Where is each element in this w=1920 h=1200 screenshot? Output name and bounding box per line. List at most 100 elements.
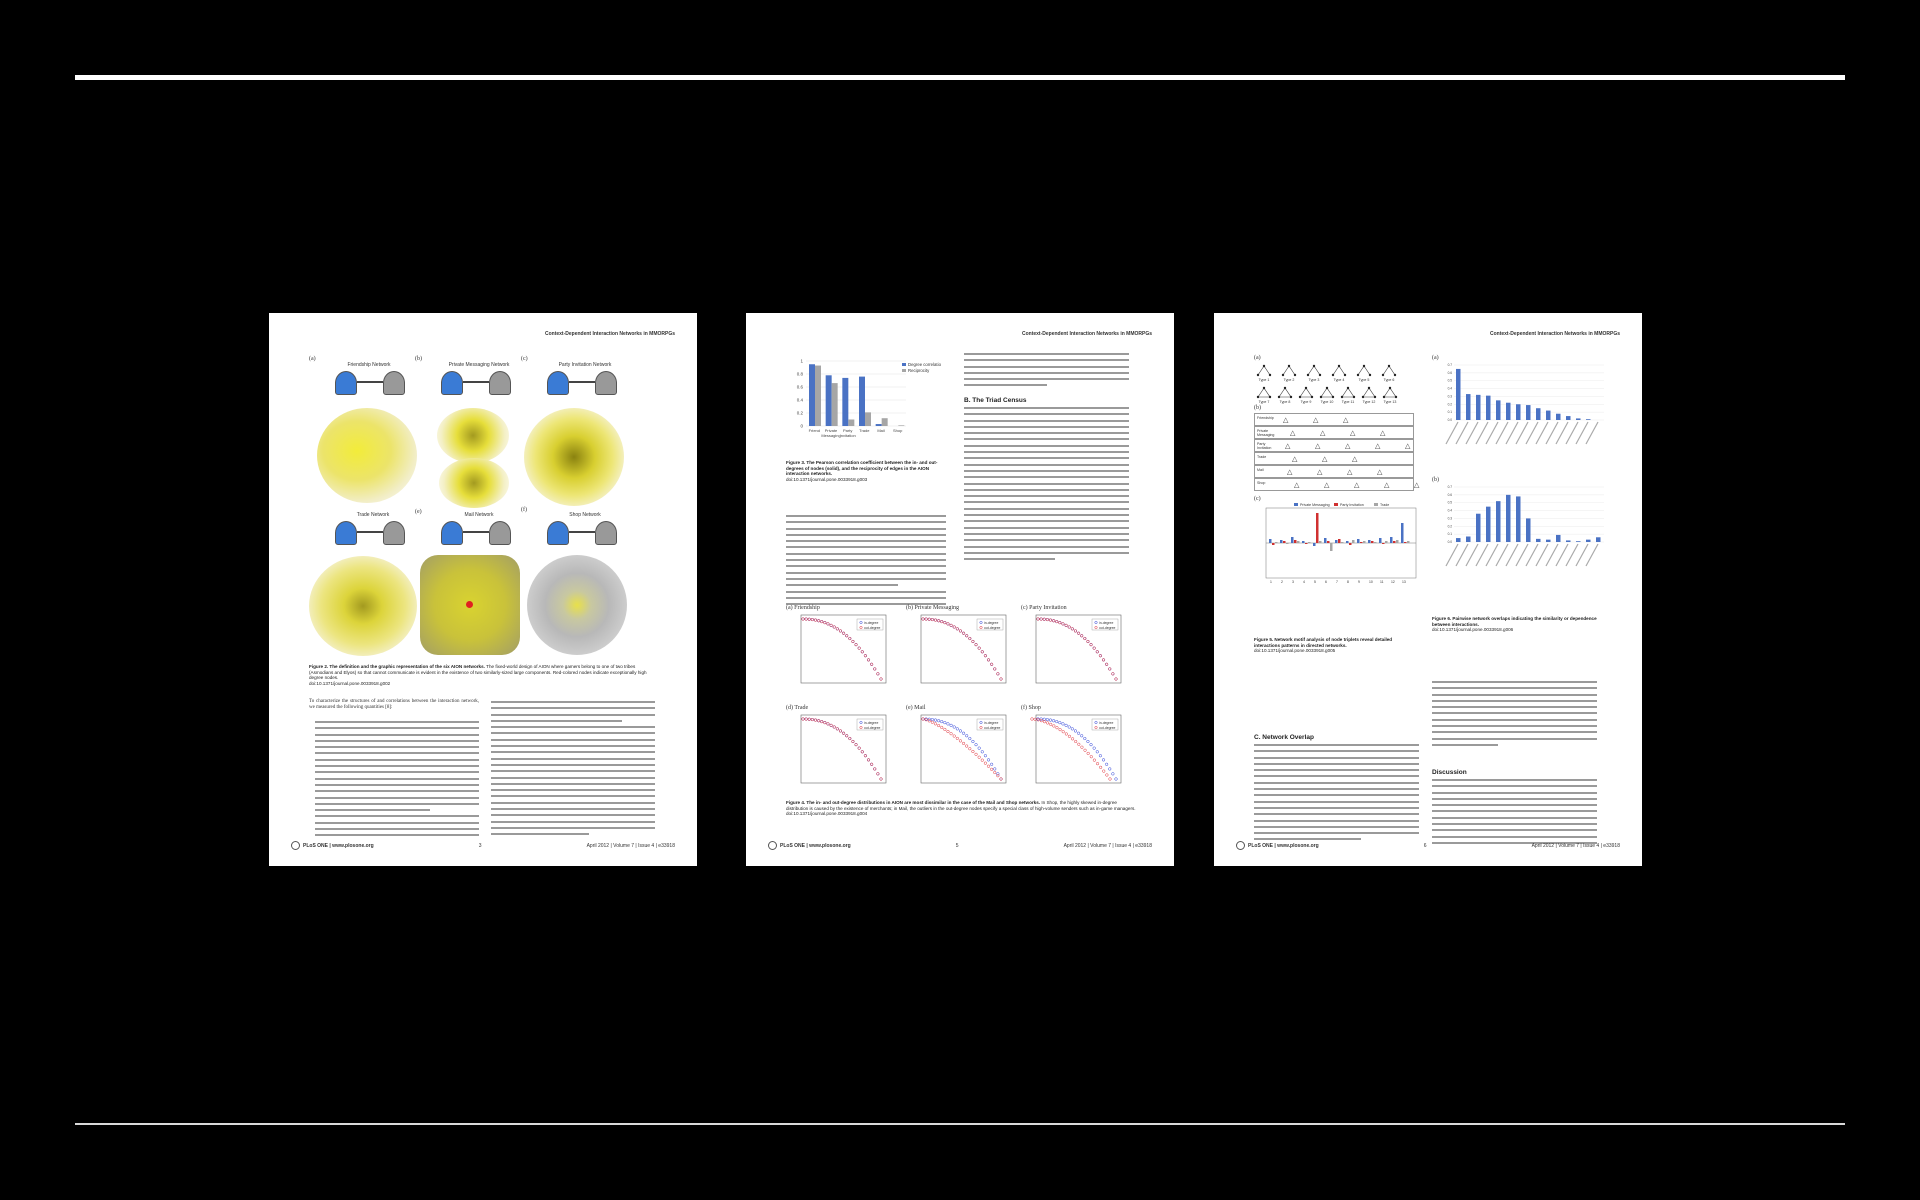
- plos-logo: PLoS ONE | www.plosone.org: [1236, 841, 1319, 850]
- category-label: Party: [843, 428, 852, 433]
- zscore-bar: [1407, 541, 1410, 543]
- caption-doi: doi:10.1371/journal.pone.0033918.g006: [1432, 627, 1514, 633]
- legend-label: Reciprocity: [908, 368, 930, 373]
- motif-edge: [1382, 365, 1396, 376]
- out-degree-point: [1083, 748, 1087, 752]
- overlap-bar: [1486, 395, 1491, 420]
- overlap-bar: [1486, 506, 1491, 542]
- out-degree-point: [990, 767, 994, 771]
- legend-swatch: [902, 369, 906, 372]
- mail-hub-node: [466, 601, 473, 608]
- motif-node: [1256, 373, 1260, 377]
- in-degree-point: [952, 725, 956, 729]
- in-degree-point: [1061, 722, 1065, 726]
- in-degree-point: [1101, 758, 1106, 762]
- motif-edge: [1383, 387, 1397, 398]
- y-tick-label: 0.4: [1448, 509, 1453, 513]
- motif-node: [1268, 373, 1272, 377]
- y-tick-label: 0.1: [1448, 410, 1453, 414]
- out-degree-point: [870, 662, 874, 666]
- motif-node: [1331, 395, 1335, 399]
- in-degree-point: [1045, 718, 1049, 722]
- motif-triangle-icon: △: [1345, 442, 1351, 450]
- paper-page-6[interactable]: Context-Dependent Interaction Networks i…: [1214, 313, 1642, 866]
- in-degree-point: [1077, 731, 1081, 735]
- rotated-category-label: [1545, 421, 1559, 445]
- motif-node: [1277, 395, 1281, 399]
- motif-table-row: Mail △ △ △ △: [1254, 465, 1414, 478]
- footer-page-number: 6: [1423, 842, 1427, 849]
- out-degree-point: [1095, 650, 1099, 654]
- zscore-bar: [1349, 543, 1352, 545]
- motif-node: [1318, 373, 1322, 377]
- out-degree-point: [1086, 751, 1090, 755]
- out-degree-point: [1045, 618, 1049, 622]
- out-degree-point: [1058, 728, 1062, 732]
- gamer-pair-icon: [441, 371, 511, 395]
- motif-node: [1337, 364, 1341, 368]
- panel-label-b: (b): [1254, 405, 1261, 411]
- legend-swatch: [1294, 503, 1298, 506]
- y-tick-label: 0.3: [1448, 394, 1453, 398]
- out-degree-point: [993, 770, 997, 775]
- in-degree-point: [1064, 723, 1068, 727]
- degree-panel-label: (e) Mail: [906, 705, 926, 711]
- motif-node: [1298, 395, 1302, 399]
- in-degree-point: [1080, 734, 1084, 738]
- legend-marker: [1094, 626, 1098, 629]
- x-tick-label: 3: [1292, 580, 1294, 584]
- motif-node: [1382, 395, 1386, 399]
- out-degree-point: [835, 727, 839, 731]
- motif-node: [1287, 364, 1291, 368]
- motif-triangle-icon: △: [1350, 429, 1356, 437]
- out-degree-point: [1061, 730, 1065, 734]
- x-tick-label: 11: [1380, 580, 1384, 584]
- panel-label-a: (a): [1432, 355, 1439, 361]
- motif-type-label: Type 8: [1280, 400, 1291, 404]
- bar: [898, 425, 905, 426]
- motif-table-row: Party Invitation △ △ △ △ △: [1254, 439, 1414, 452]
- out-degree-point: [1064, 732, 1068, 736]
- motif-node: [1304, 386, 1308, 390]
- in-degree-point: [1058, 721, 1062, 725]
- out-degree-point: [986, 658, 991, 662]
- motif-row-label: Trade: [1257, 455, 1267, 459]
- motif-type-label: Type 3: [1309, 378, 1320, 382]
- zscore-bar: [1280, 540, 1283, 543]
- rotated-category-label: [1505, 421, 1519, 445]
- motif-edge: [1257, 365, 1271, 376]
- in-degree-point: [977, 746, 981, 750]
- category-label: Messaging: [821, 433, 840, 438]
- body-text-right: [1432, 681, 1597, 750]
- panel-label-c: (c): [1254, 496, 1261, 502]
- body-intro: To characterize the structures of and co…: [309, 699, 479, 711]
- motif-node: [1373, 395, 1377, 399]
- paper-page-5[interactable]: Context-Dependent Interaction Networks i…: [746, 313, 1174, 866]
- caption-title: Figure 6. Pairwise network overlaps indi…: [1432, 616, 1597, 627]
- out-degree-point: [879, 777, 883, 781]
- plot-frame: [1035, 714, 1122, 784]
- rotated-category-label: [1505, 543, 1519, 567]
- figure-6-caption: Figure 6. Pairwise network overlaps indi…: [1432, 616, 1602, 633]
- overlap-bar-chart-b: 0.0 0.1 0.2 0.3 0.4 0.5 0.6 0.7: [1445, 485, 1604, 567]
- out-degree-point: [817, 719, 821, 723]
- rotated-category-label: [1585, 543, 1599, 567]
- in-degree-point: [990, 762, 994, 766]
- legend-label: in-degree: [864, 721, 878, 725]
- motif-node: [1310, 395, 1314, 399]
- overlap-bar: [1516, 404, 1521, 420]
- motif-node: [1256, 395, 1260, 399]
- bar: [865, 412, 871, 426]
- bottom-rule: [75, 1123, 1845, 1125]
- in-degree-point: [943, 721, 947, 725]
- out-degree-point: [863, 754, 867, 758]
- footer-issue: April 2012 | Volume 7 | Issue 4 | e33918: [1531, 842, 1620, 849]
- motif-table-row: Private Messaging △ △ △ △: [1254, 426, 1414, 439]
- zscore-bar: [1324, 538, 1327, 543]
- out-degree-point: [829, 623, 833, 627]
- motif-triangle-icon: △: [1377, 468, 1383, 476]
- motif-triangle-icon: △: [1322, 455, 1328, 463]
- paper-page-3[interactable]: Context-Dependent Interaction Networks i…: [269, 313, 697, 866]
- caption-title: Figure 4. The in- and out-degree distrib…: [786, 800, 1041, 805]
- overlap-bar: [1556, 413, 1561, 420]
